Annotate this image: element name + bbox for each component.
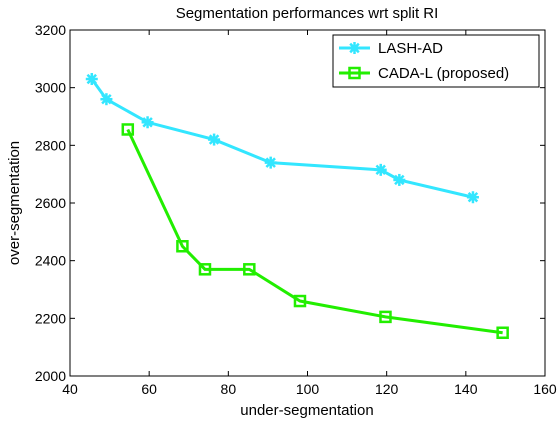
data-point-series-1	[496, 326, 509, 339]
legend-box	[332, 34, 540, 88]
data-point-series-0	[85, 73, 98, 86]
y-tick-label: 2400	[35, 253, 66, 269]
data-point-series-1	[198, 263, 212, 276]
plot-frame	[69, 29, 546, 377]
data-point-series-0	[141, 116, 154, 129]
data-point-series-0	[264, 156, 277, 169]
y-tick-label: 2000	[35, 368, 66, 384]
data-point-series-1	[121, 123, 135, 136]
y-tick-label: 3200	[35, 22, 66, 38]
x-tick-label: 120	[375, 381, 399, 397]
y-tick-label: 3000	[35, 80, 66, 96]
legend: LASH-AD CADA-L (proposed)	[332, 34, 540, 88]
x-tick-label: 40	[62, 381, 78, 397]
legend-label-1: CADA-L (proposed)	[378, 65, 509, 82]
y-tick-label: 2200	[35, 310, 66, 326]
x-axis-label: under-segmentation	[240, 402, 373, 419]
legend-marker-1	[348, 66, 361, 80]
x-tick-label: 80	[221, 381, 237, 397]
chart-title: Segmentation performances wrt split RI	[176, 5, 439, 22]
data-point-series-1	[243, 263, 256, 276]
x-tick-label: 100	[296, 381, 320, 397]
data-point-series-1	[379, 310, 392, 324]
x-tick-label: 60	[141, 381, 157, 397]
data-point-series-1	[293, 294, 307, 308]
x-tick-label: 140	[454, 381, 478, 397]
x-axis: 40 60 80 100 120 140 160	[62, 30, 557, 397]
y-axis-label: over-segmentation	[6, 141, 23, 265]
data-point-series-0	[208, 133, 221, 146]
plot-area	[69, 29, 546, 377]
series-layer	[85, 73, 509, 339]
y-axis: 2000 2200 2400 2600 2800 3000 3200	[35, 22, 545, 384]
y-tick-label: 2800	[35, 137, 66, 153]
legend-label-0: LASH-AD	[378, 40, 443, 57]
data-point-series-0	[374, 163, 387, 176]
data-point-series-0	[100, 93, 113, 106]
series-line-1	[126, 128, 503, 335]
data-point-series-0	[466, 191, 479, 204]
data-point-series-0	[393, 173, 406, 186]
x-tick-label: 160	[533, 381, 557, 397]
y-tick-label: 2600	[35, 195, 66, 211]
legend-marker-0	[348, 42, 361, 54]
data-point-series-1	[176, 240, 189, 253]
